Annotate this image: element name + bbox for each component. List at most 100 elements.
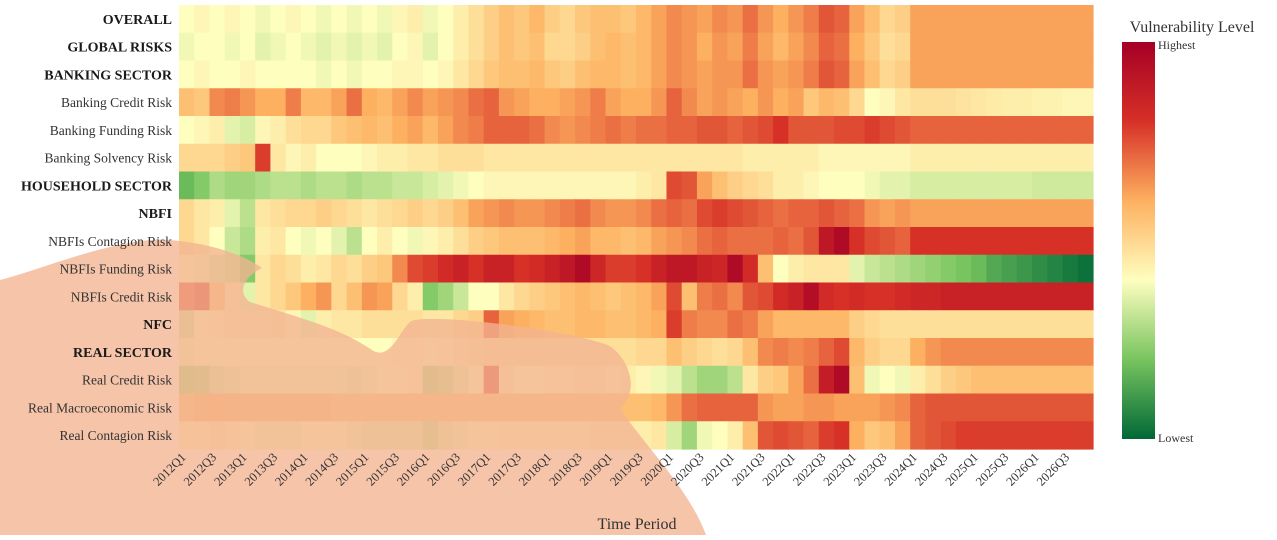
heatmap-cell (179, 88, 195, 117)
heatmap-cell (194, 88, 211, 117)
heatmap-cell (468, 227, 485, 256)
heatmap-cell (529, 60, 546, 89)
heatmap-cell (834, 393, 850, 422)
heatmap-cell (361, 88, 378, 117)
heatmap-cell (879, 365, 896, 395)
heatmap-cell (666, 338, 683, 367)
heatmap-cell (437, 116, 454, 145)
heatmap-cell (285, 116, 302, 145)
heatmap-cell (377, 116, 393, 145)
heatmap-cell (681, 143, 698, 173)
heatmap-cell (377, 32, 393, 62)
heatmap-cell (300, 227, 317, 256)
heatmap-cell (194, 116, 211, 145)
heatmap-cell (209, 32, 226, 62)
heatmap-cell (575, 88, 591, 117)
heatmap-cell (514, 116, 530, 145)
heatmap-cell (894, 282, 911, 311)
heatmap-cell (818, 310, 835, 339)
heatmap-cell (651, 227, 668, 256)
heatmap-cell (681, 254, 698, 284)
heatmap-cell (377, 88, 393, 117)
heatmap-cell (712, 32, 728, 62)
heatmap-cell (605, 32, 622, 62)
heatmap-cell (986, 88, 1003, 117)
heatmap-cell (666, 5, 683, 34)
heatmap-cell (788, 5, 805, 34)
heatmap-cell (818, 338, 835, 367)
heatmap-cell (1032, 32, 1048, 62)
heatmap-cell (194, 60, 211, 89)
heatmap-cell (1047, 421, 1064, 450)
heatmap-cell (849, 227, 866, 256)
heatmap-cell (727, 310, 744, 339)
heatmap-cell (803, 88, 820, 117)
heatmap-cell (498, 282, 515, 311)
heatmap-cell (818, 282, 835, 311)
heatmap-cell (712, 5, 728, 34)
heatmap-cell (955, 421, 972, 450)
heatmap-cell (483, 199, 500, 228)
x-tick-label: 2025Q1 (943, 450, 981, 488)
heatmap-cell (544, 5, 561, 34)
heatmap-cell (529, 143, 546, 173)
heatmap-cell (179, 116, 195, 145)
heatmap-cell (666, 393, 683, 422)
heatmap-cell (925, 143, 942, 173)
heatmap-cell (894, 338, 911, 367)
x-tick-label: 2026Q3 (1034, 450, 1072, 488)
heatmap-cell (788, 60, 805, 89)
heatmap-cell (270, 171, 287, 200)
heatmap-cell (1047, 338, 1064, 367)
heatmap-cell (834, 282, 850, 311)
heatmap-cell (1047, 310, 1064, 339)
heatmap-cell (605, 88, 622, 117)
heatmap-cell (834, 199, 850, 228)
heatmap-cell (910, 116, 927, 145)
heatmap-cell (544, 254, 561, 284)
heatmap-cell (818, 5, 835, 34)
heatmap-cell (742, 116, 759, 145)
heatmap-cell (818, 254, 835, 284)
heatmap-cell (742, 60, 759, 89)
heatmap-cell (194, 171, 211, 200)
heatmap-cell (316, 88, 332, 117)
heatmap-cell (620, 116, 637, 145)
heatmap-cell (712, 227, 728, 256)
heatmap-cell (803, 338, 820, 367)
heatmap-cell (559, 5, 576, 34)
heatmap-cell (955, 338, 972, 367)
heatmap-cell (468, 171, 485, 200)
heatmap-cell (757, 5, 774, 34)
heatmap-cell (940, 421, 957, 450)
heatmap-cell (955, 116, 972, 145)
heatmap-cell (422, 5, 439, 34)
heatmap-cell (468, 32, 485, 62)
heatmap-cell (1077, 282, 1094, 311)
row-label: Real Credit Risk (82, 373, 172, 388)
heatmap-cell (316, 171, 332, 200)
heatmap-cell (331, 5, 348, 34)
heatmap-cell (1062, 227, 1079, 256)
heatmap-cell (910, 32, 927, 62)
heatmap-cell (224, 171, 241, 200)
heatmap-cell (1001, 143, 1018, 173)
heatmap-cell (788, 199, 805, 228)
heatmap-cell (300, 116, 317, 145)
heatmap-cell (834, 116, 850, 145)
heatmap-cell (666, 171, 683, 200)
heatmap-cell (986, 310, 1003, 339)
x-tick-label: 2021Q3 (729, 450, 767, 488)
heatmap-cell (925, 171, 942, 200)
heatmap-cell (590, 227, 607, 256)
heatmap-cell (1062, 310, 1079, 339)
heatmap-cell (940, 32, 957, 62)
heatmap-cell (407, 143, 424, 173)
heatmap-cell (788, 254, 805, 284)
heatmap-cell (361, 5, 378, 34)
heatmap-cell (940, 60, 957, 89)
heatmap-cell (361, 116, 378, 145)
heatmap-cell (666, 282, 683, 311)
heatmap-cell (940, 199, 957, 228)
heatmap-cell (636, 365, 652, 395)
